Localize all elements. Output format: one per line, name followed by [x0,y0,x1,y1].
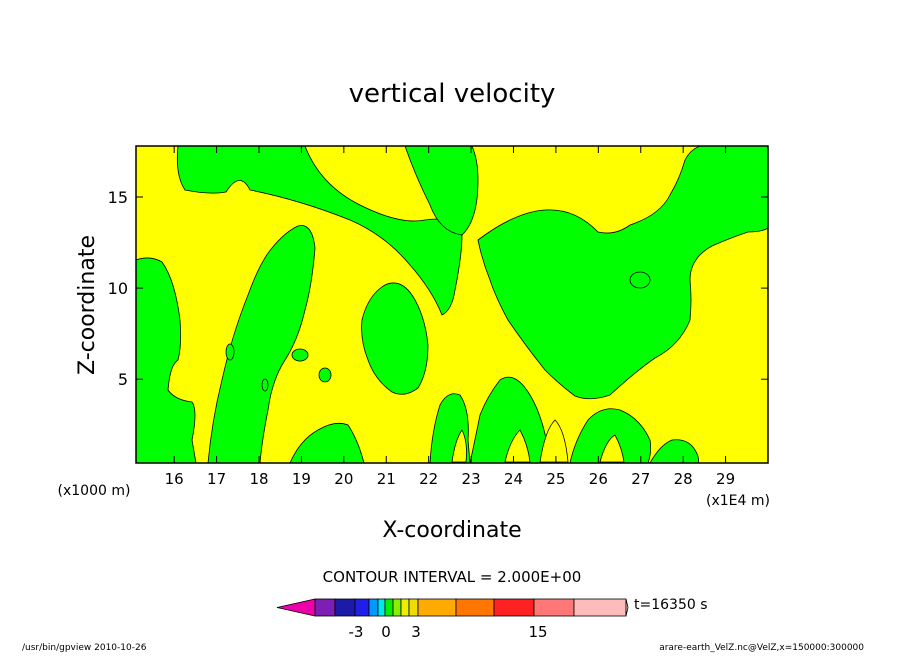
colorbar-segment [377,598,386,617]
x-tick-label: 17 [207,470,226,488]
upper-band-trough [404,146,479,236]
x-tick-label: 22 [419,470,438,488]
colorbar-min-arrow [276,598,316,617]
colorbar-segment [314,598,336,617]
downdraft-patches [451,419,625,463]
colorbar-segment [392,598,402,617]
lower-right-updraft [569,408,652,463]
small-updraft-cell [261,378,269,392]
x-tick-label: 24 [504,470,523,488]
x-tick-label: 18 [249,470,268,488]
colorbar-label: -3 [349,623,364,641]
upper-right-band [405,146,768,400]
colorbar-label: 3 [411,623,421,641]
y-tick-label: 15 [108,188,128,207]
x-tick-label: 20 [334,470,353,488]
x-axis: 16 17 18 19 20 21 22 23 24 25 26 27 28 29 [165,146,735,488]
colorbar-segment [354,598,370,617]
x-tick-label: 26 [589,470,608,488]
colorbar-segment [573,598,627,617]
colorbar-label: 0 [381,623,391,641]
central-plume [289,422,365,463]
colorbar: -3 0 3 15 [276,598,629,641]
x-tick-label: 19 [292,470,311,488]
colorbar-max-arrow [625,598,629,617]
left-edge-updraft [136,257,197,463]
x-unit-label: (x1E4 m) [706,493,770,509]
footer-left: /usr/bin/gpview 2010-10-26 [22,643,147,653]
y-tick-label: 5 [118,370,128,389]
footer-right: arare-earth_VelZ.nc@VelZ,x=150000:300000 [659,643,864,653]
bottom-right-updraft [649,439,699,463]
upper-updraft-band [176,146,463,316]
x-tick-label: 29 [716,470,735,488]
x-axis-title: X-coordinate [382,518,521,543]
x-scale-label: (x1000 m) [58,483,131,499]
x-tick-label: 27 [631,470,650,488]
central-updraft-patch [361,282,429,395]
x-tick-label: 16 [165,470,184,488]
y-tick-label: 10 [108,279,128,298]
colorbar-segment [455,598,495,617]
time-label: t=16350 s [634,597,708,613]
colorbar-segment [417,598,457,617]
downdraft-patch [539,419,569,463]
x-tick-label: 28 [674,470,693,488]
positive-velocity-regions [136,146,768,463]
colorbar-segment [334,598,356,617]
small-updraft-cell [225,343,235,361]
downdraft-patch [599,434,625,463]
small-updraft-cell [291,348,309,362]
x-tick-label: 25 [546,470,565,488]
small-updraft-cell [318,367,332,383]
downdraft-patch [504,429,531,463]
colorbar-segment [533,598,575,617]
small-updraft-cell [629,271,651,289]
colorbar-segment [400,598,410,617]
contour-field [136,146,768,463]
downdraft-patch [451,429,467,463]
colorbar-segment [493,598,535,617]
colorbar-segment [408,598,419,617]
y-axis: 5 10 15 [108,188,768,389]
colorbar-label: 15 [528,623,547,641]
x-tick-label: 23 [462,470,481,488]
x-tick-label: 21 [377,470,396,488]
colorbar-segment [368,598,379,617]
contour-interval-label: CONTOUR INTERVAL = 2.000E+00 [323,568,582,586]
plot-frame [135,145,769,464]
colorbar-segment [384,598,394,617]
y-axis-title: Z-coordinate [75,235,100,375]
chart-title: vertical velocity [349,79,556,109]
right-middle-updraft [469,376,551,463]
